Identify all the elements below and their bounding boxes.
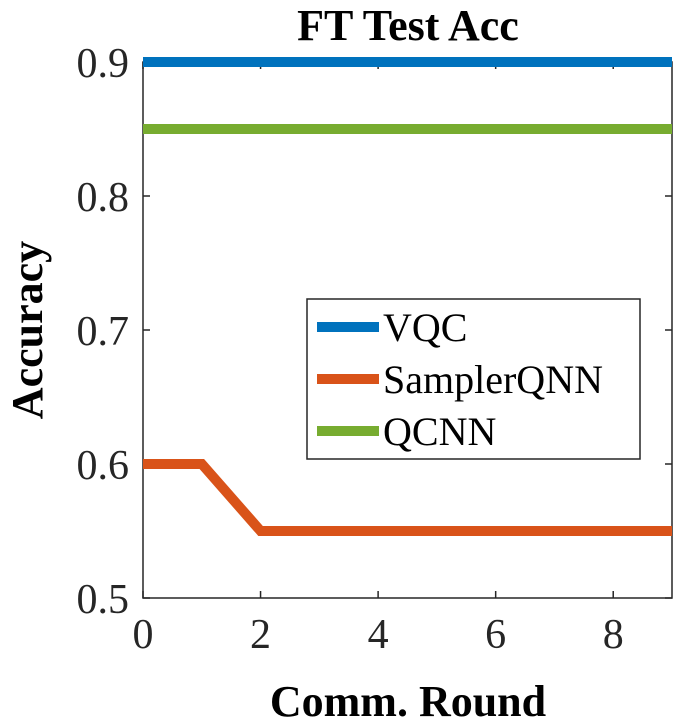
chart-title: FT Test Acc xyxy=(297,1,519,50)
y-tick-label: 0.5 xyxy=(77,577,130,623)
legend-item: SamplerQNN xyxy=(317,357,603,402)
y-tick-label: 0.6 xyxy=(77,443,130,489)
series-line-samplerqnn xyxy=(143,459,672,536)
legend-item: VQC xyxy=(317,305,467,350)
legend: VQC SamplerQNN QCNN xyxy=(306,298,641,460)
x-tick-label: 6 xyxy=(485,612,506,658)
legend-label: SamplerQNN xyxy=(383,357,603,402)
y-tick-label: 0.8 xyxy=(77,175,130,221)
legend-item: QCNN xyxy=(317,409,496,454)
x-axis-label: Comm. Round xyxy=(270,677,546,724)
x-tick-label: 4 xyxy=(368,612,389,658)
legend-label: VQC xyxy=(383,305,467,350)
y-tick-label: 0.7 xyxy=(77,309,130,355)
y-axis-label: Accuracy xyxy=(3,241,52,419)
x-tick-label: 0 xyxy=(133,612,154,658)
plot-area: 0.5 0.6 0.7 0.8 0.9 0 2 4 6 8 VQC SamplerQNN QCNN xyxy=(77,41,673,658)
x-tick-label: 2 xyxy=(250,612,271,658)
legend-label: QCNN xyxy=(383,409,496,454)
x-tick-label: 8 xyxy=(603,612,624,658)
y-tick-label: 0.9 xyxy=(77,41,130,87)
